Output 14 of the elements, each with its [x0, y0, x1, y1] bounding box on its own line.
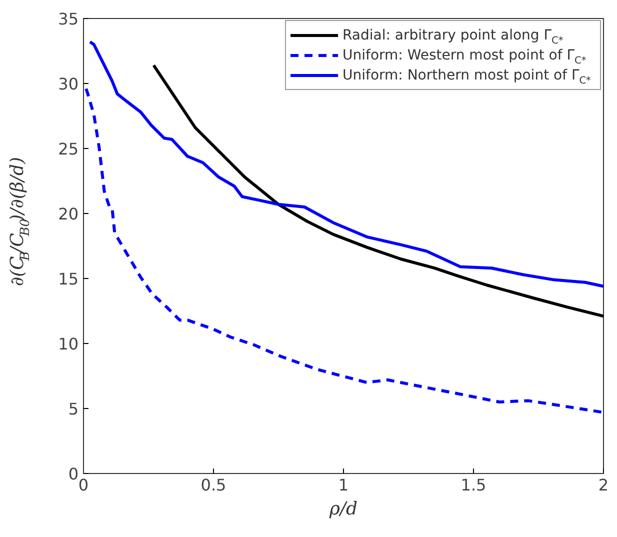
y-tick-label: 10 [58, 334, 78, 354]
y-tick-label: 35 [58, 10, 78, 28]
x-axis-title: ρ/d [328, 498, 358, 520]
y-tick-label: 25 [58, 140, 78, 158]
y-tick-label: 30 [58, 74, 78, 94]
x-tick-label: 2 [598, 476, 609, 494]
y-tick-label: 5 [68, 400, 79, 418]
y-tick-label: 20 [58, 204, 78, 224]
x-tick-label: 0.5 [200, 476, 226, 494]
line-series [152, 64, 604, 318]
x-tick-label: 1.5 [460, 476, 486, 494]
x-tick-label: 1 [338, 476, 349, 494]
line-series [84, 87, 604, 414]
y-tick-label: 15 [58, 270, 78, 288]
